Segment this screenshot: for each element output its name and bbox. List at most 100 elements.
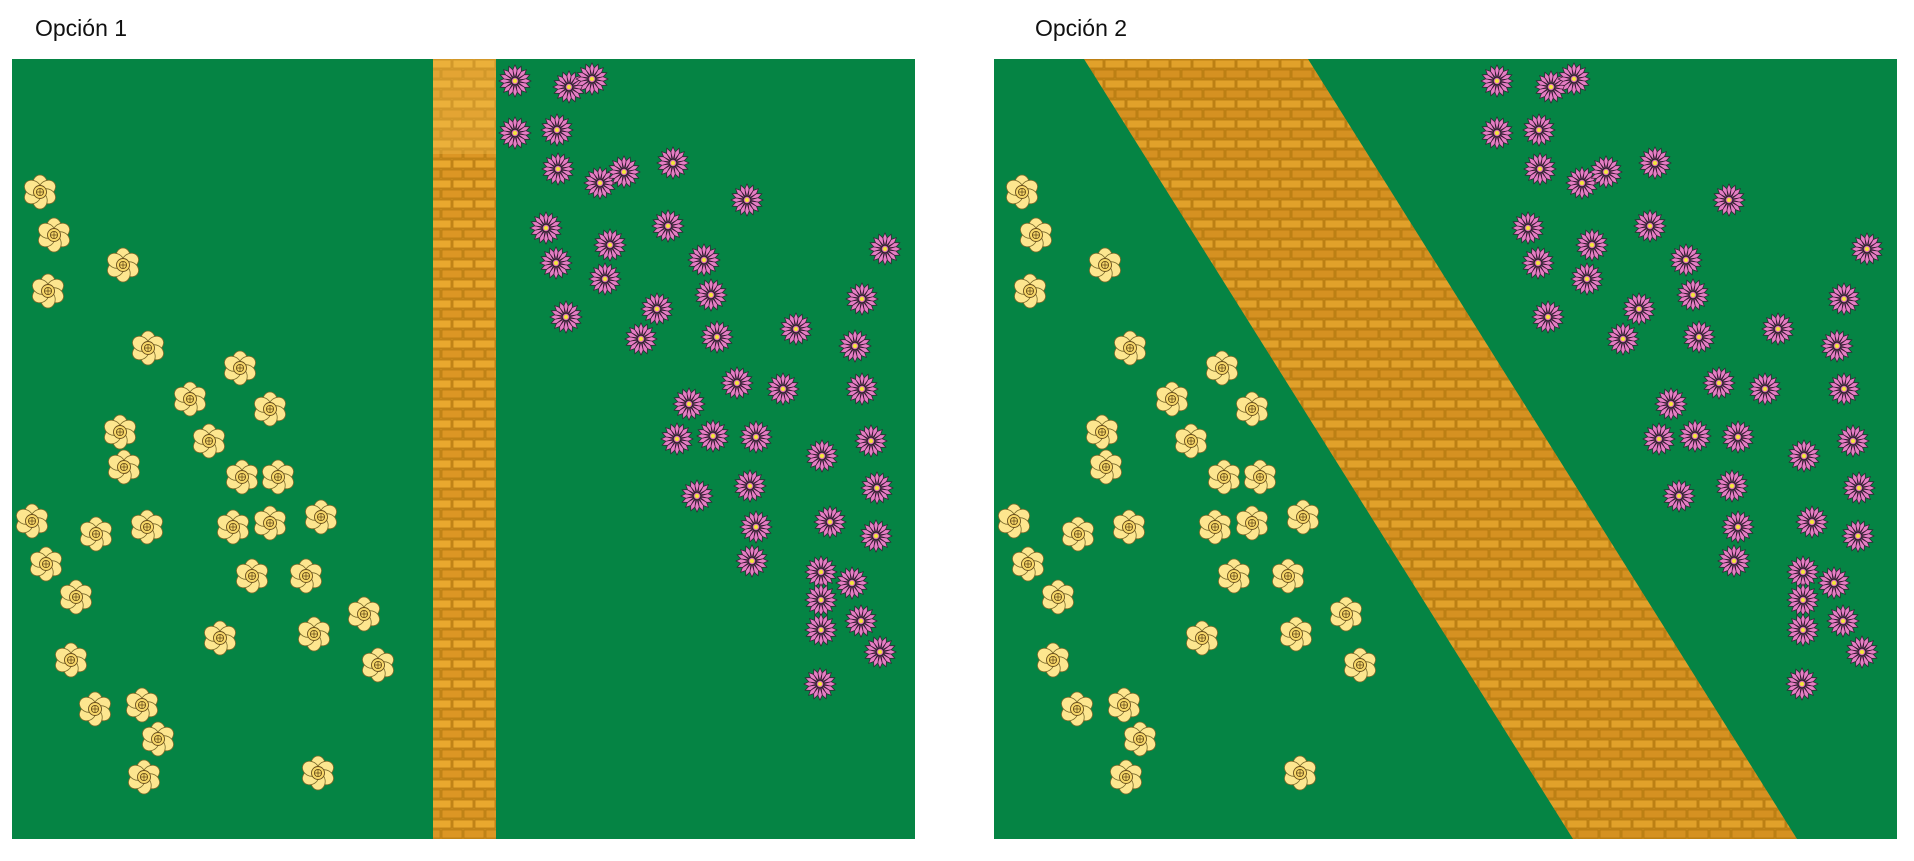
pink-flower-icon [1721, 510, 1755, 544]
pink-flower-icon [1786, 583, 1820, 617]
yellow-flower-icon [1014, 273, 1046, 309]
yellow-flower-icon [79, 691, 111, 727]
yellow-flower-icon [1089, 247, 1121, 283]
yellow-flower-icon [1206, 350, 1238, 386]
yellow-flower-icon [1284, 755, 1316, 791]
pink-flower-icon [1786, 555, 1820, 589]
pink-flower-icon [1715, 469, 1749, 503]
pink-flower-icon [541, 152, 575, 186]
pink-flower-icon [1575, 228, 1609, 262]
pink-flower-icon [498, 64, 532, 98]
pink-flower-icon [687, 243, 721, 277]
pink-flower-icon [1565, 166, 1599, 200]
yellow-flower-icon [1208, 459, 1240, 495]
pink-flower-icon [549, 300, 583, 334]
pink-flower-icon [1480, 116, 1514, 150]
pink-flower-icon [835, 566, 869, 600]
yellow-flower-icon [132, 330, 164, 366]
pink-flower-icon [805, 439, 839, 473]
pink-flower-icon [1827, 372, 1861, 406]
pink-flower-icon [803, 667, 837, 701]
yellow-flower-icon [193, 423, 225, 459]
yellow-flower-icon [32, 273, 64, 309]
yellow-flower-icon [305, 499, 337, 535]
pink-flower-icon [1845, 635, 1879, 669]
pink-flower-icon [868, 232, 902, 266]
option-2-scene[interactable] [994, 59, 1897, 839]
pink-flower-icon [540, 113, 574, 147]
pink-flower-icon [1785, 667, 1819, 701]
yellow-flower-icon [128, 759, 160, 795]
pink-flower-icon [1795, 505, 1829, 539]
yellow-flower-icon [254, 505, 286, 541]
pink-flower-icon [804, 613, 838, 647]
pink-flower-icon [1633, 209, 1667, 243]
pink-flower-icon [739, 420, 773, 454]
yellow-flower-icon [1090, 449, 1122, 485]
pink-flower-icon [733, 469, 767, 503]
yellow-flower-icon [174, 381, 206, 417]
pink-flower-icon [656, 146, 690, 180]
yellow-flower-icon [1020, 217, 1052, 253]
pink-flower-icon [845, 372, 879, 406]
pink-flower-icon [1557, 62, 1591, 96]
yellow-flower-icon [38, 217, 70, 253]
yellow-flower-icon [302, 755, 334, 791]
option-2-garden [994, 59, 1897, 839]
yellow-flower-icon [1006, 174, 1038, 210]
pink-flower-icon [1820, 329, 1854, 363]
yellow-flower-icon [998, 503, 1030, 539]
yellow-flower-icon [1280, 616, 1312, 652]
pink-flower-icon [1676, 278, 1710, 312]
pink-flower-icon [539, 246, 573, 280]
pink-flower-icon [1702, 366, 1736, 400]
pink-flower-icon [529, 211, 563, 245]
yellow-flower-icon [1244, 459, 1276, 495]
yellow-flower-icon [142, 721, 174, 757]
pink-flower-icon [859, 519, 893, 553]
pink-flower-icon [1786, 613, 1820, 647]
pink-flower-icon [813, 505, 847, 539]
pink-flower-icon [1841, 519, 1875, 553]
pink-flower-icon [1787, 439, 1821, 473]
pink-flower-icon [804, 583, 838, 617]
yellow-flower-icon [108, 449, 140, 485]
pink-flower-icon [1817, 566, 1851, 600]
yellow-flower-icon [236, 558, 268, 594]
yellow-flower-icon [1199, 509, 1231, 545]
yellow-flower-icon [80, 516, 112, 552]
pink-flower-icon [854, 424, 888, 458]
yellow-flower-icon [107, 247, 139, 283]
yellow-flower-icon [126, 687, 158, 723]
yellow-flower-icon [254, 391, 286, 427]
yellow-flower-icon [1114, 330, 1146, 366]
pink-flower-icon [672, 387, 706, 421]
yellow-flower-icon [1272, 558, 1304, 594]
yellow-flower-icon [30, 546, 62, 582]
yellow-flower-icon [298, 616, 330, 652]
yellow-flower-icon [1236, 505, 1268, 541]
pink-flower-icon [660, 422, 694, 456]
pink-flower-icon [552, 70, 586, 104]
yellow-flower-icon [1086, 414, 1118, 450]
pink-flower-icon [1669, 243, 1703, 277]
pink-flower-icon [624, 322, 658, 356]
option-1-scene[interactable] [12, 59, 915, 839]
pink-flower-icon [680, 479, 714, 513]
pink-flower-icon [845, 282, 879, 316]
yellow-flower-icon [55, 642, 87, 678]
pink-flower-icon [1511, 211, 1545, 245]
yellow-flower-icon [1113, 509, 1145, 545]
pink-flower-icon [804, 555, 838, 589]
option-1-label[interactable]: Opción 1 [35, 15, 128, 41]
yellow-flower-icon [1061, 691, 1093, 727]
pink-flower-icon [1662, 479, 1696, 513]
pink-flower-icon [651, 209, 685, 243]
pink-flower-icon [640, 292, 674, 326]
pink-flower-icon [1531, 300, 1565, 334]
yellow-flower-icon [104, 414, 136, 450]
pink-flower-icon [1642, 422, 1676, 456]
option-2-label[interactable]: Opción 2 [1035, 15, 1128, 41]
pink-flower-icon [860, 471, 894, 505]
yellow-flower-icon [1287, 499, 1319, 535]
